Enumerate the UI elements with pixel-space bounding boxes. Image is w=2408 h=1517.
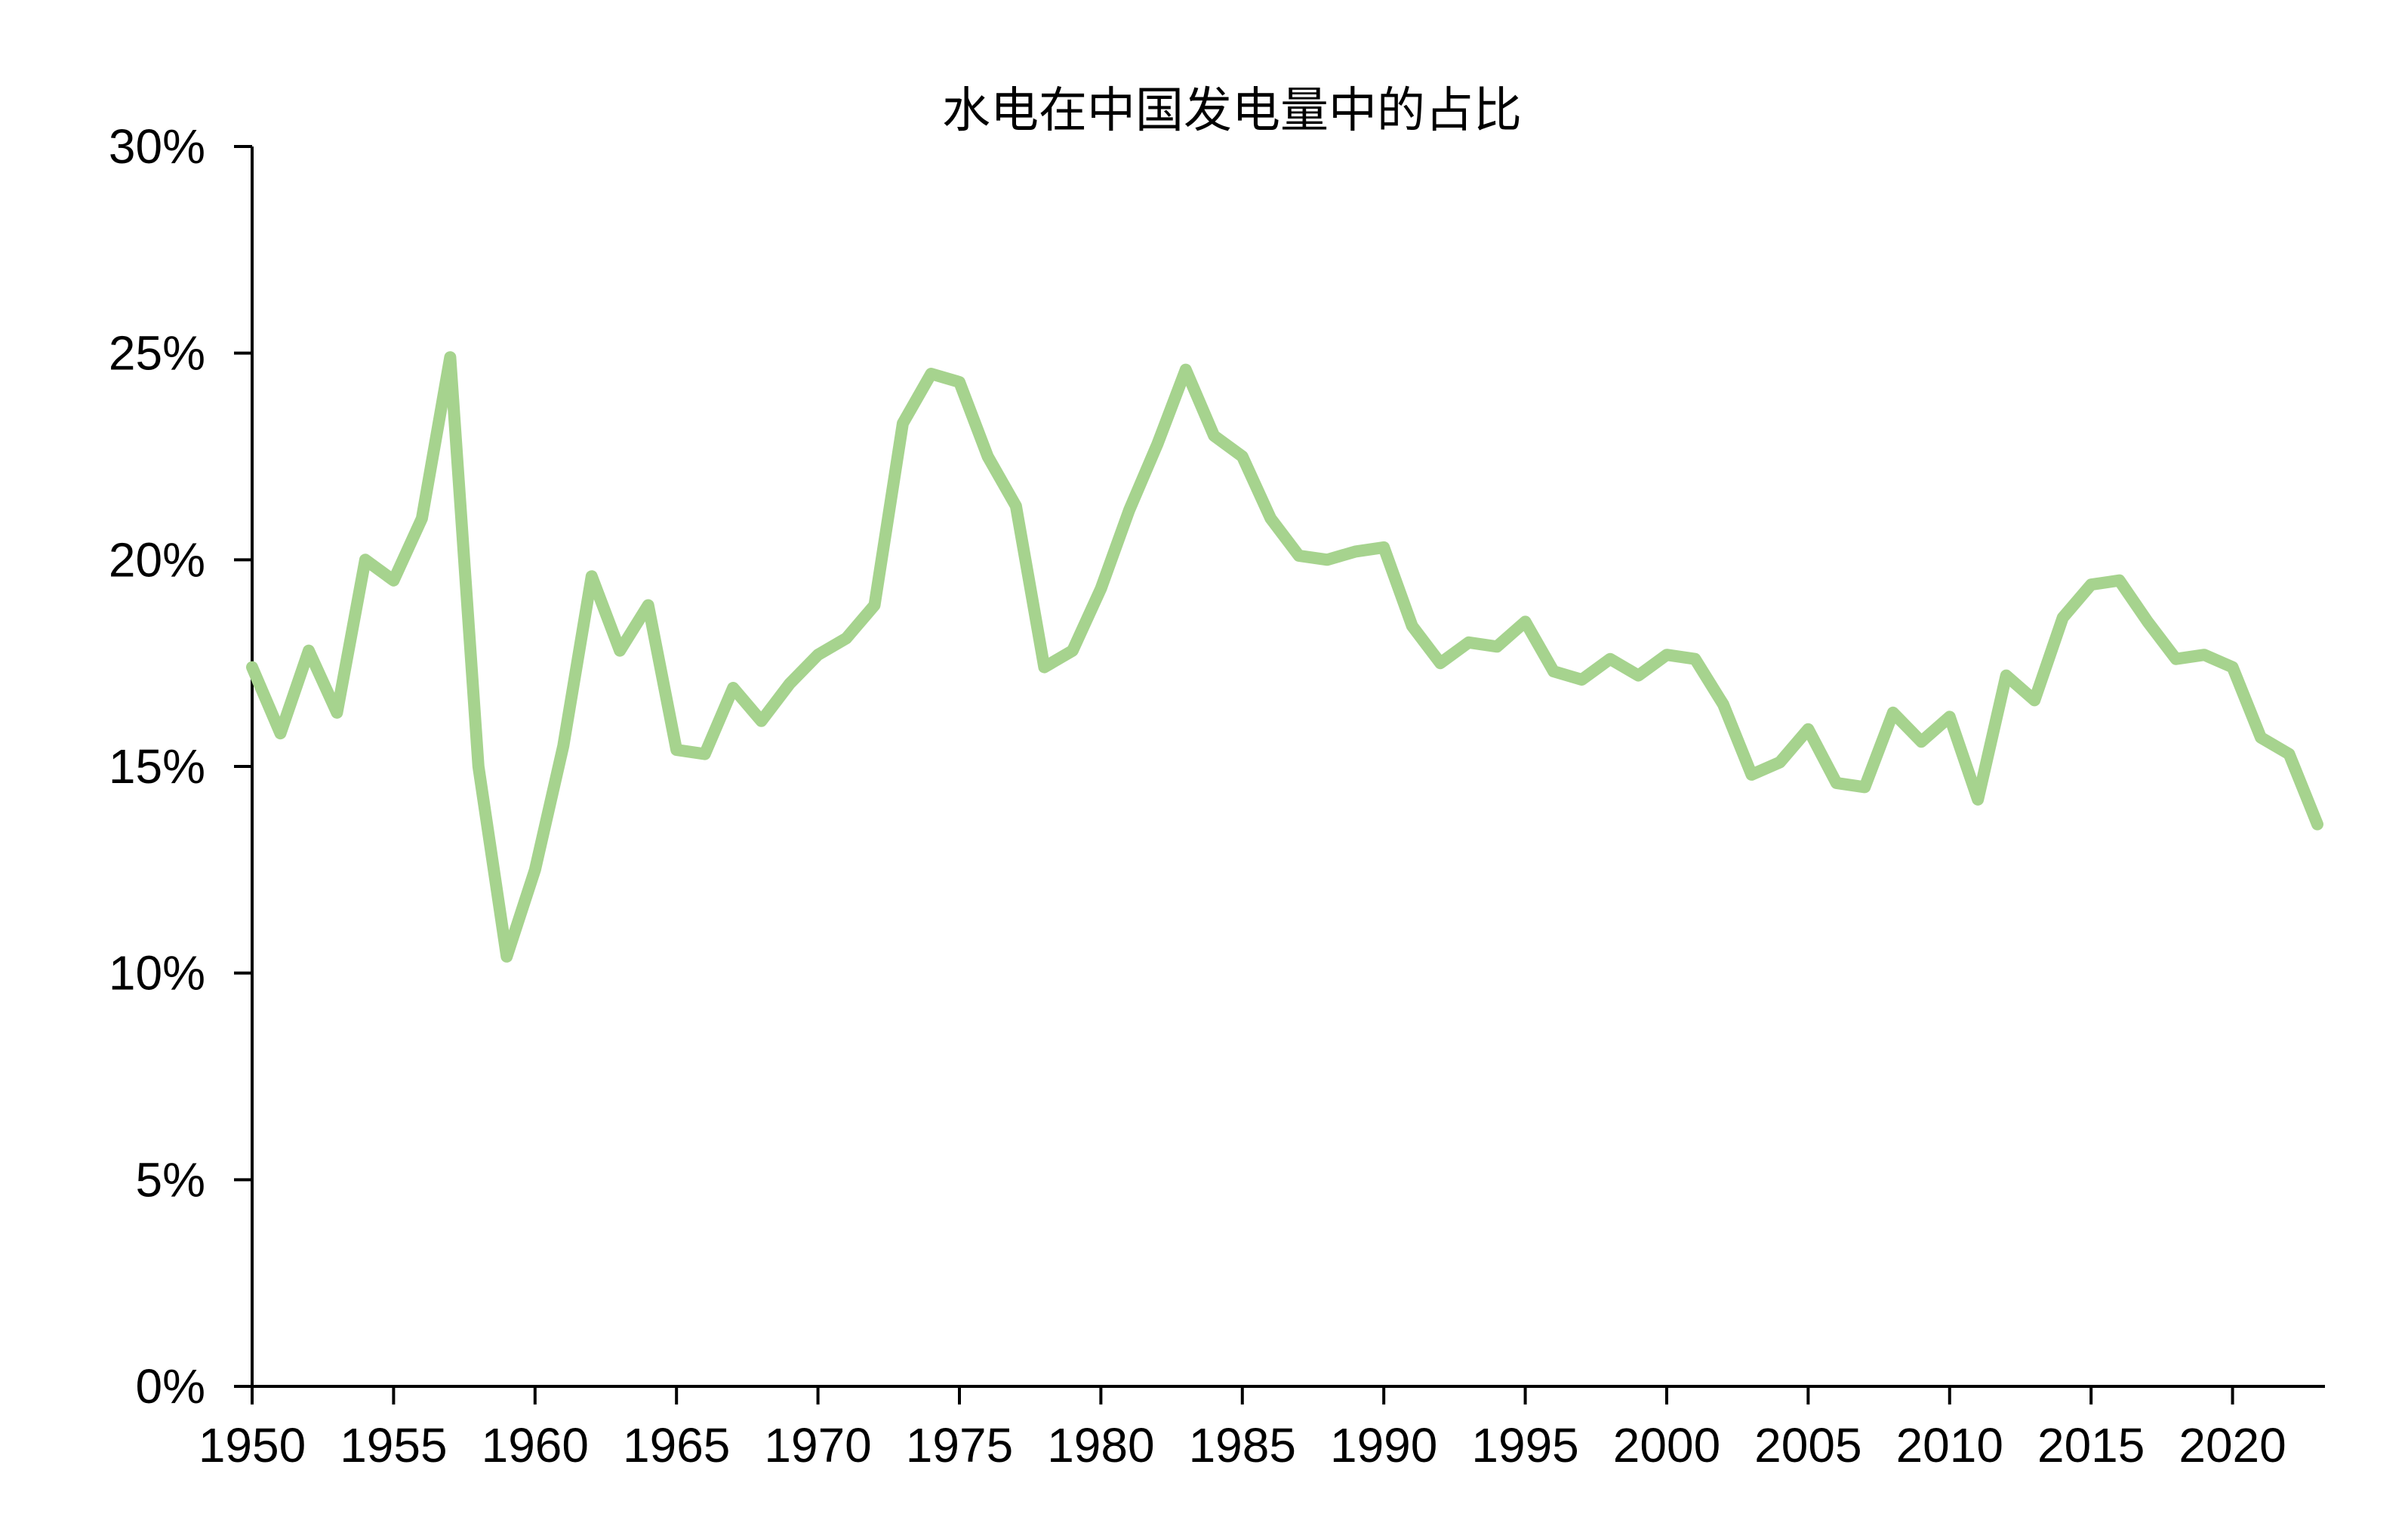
- y-tick-label: 30%: [109, 119, 205, 174]
- x-tick-label: 1960: [482, 1418, 589, 1472]
- series-line-0: [246, 351, 2323, 963]
- x-tick-label: 1965: [623, 1418, 730, 1472]
- x-tick-label: 1975: [906, 1418, 1013, 1472]
- series-layer: [246, 351, 2323, 963]
- y-tick-label: 15%: [109, 739, 205, 794]
- x-tick-label: 2010: [1896, 1418, 2003, 1472]
- y-tick-label: 25%: [109, 326, 205, 381]
- x-tick-label: 1970: [764, 1418, 871, 1472]
- x-tick-label: 1980: [1047, 1418, 1154, 1472]
- x-tick-label: 2015: [2037, 1418, 2145, 1472]
- y-tick-label: 5%: [136, 1152, 206, 1207]
- y-tick-label: 10%: [109, 946, 205, 1001]
- x-tick-label: 2000: [1613, 1418, 1720, 1472]
- x-tick-label: 1950: [199, 1418, 306, 1472]
- x-tick-label: 1990: [1330, 1418, 1437, 1472]
- x-tick-label: 1985: [1189, 1418, 1296, 1472]
- x-tick-label: 1995: [1471, 1418, 1578, 1472]
- x-tick-label: 1955: [340, 1418, 447, 1472]
- y-tick-label: 0%: [136, 1359, 206, 1414]
- x-tick-label: 2020: [2179, 1418, 2286, 1472]
- y-tick-label: 20%: [109, 532, 205, 587]
- chart-title: 水电在中国发电量中的占比: [942, 83, 1522, 139]
- tick-marks: 0% 5% 10% 15% 20% 25% 30% 1950 1955 1960 1965 1970 1…: [109, 119, 2286, 1472]
- x-tick-label: 2005: [1754, 1418, 1861, 1472]
